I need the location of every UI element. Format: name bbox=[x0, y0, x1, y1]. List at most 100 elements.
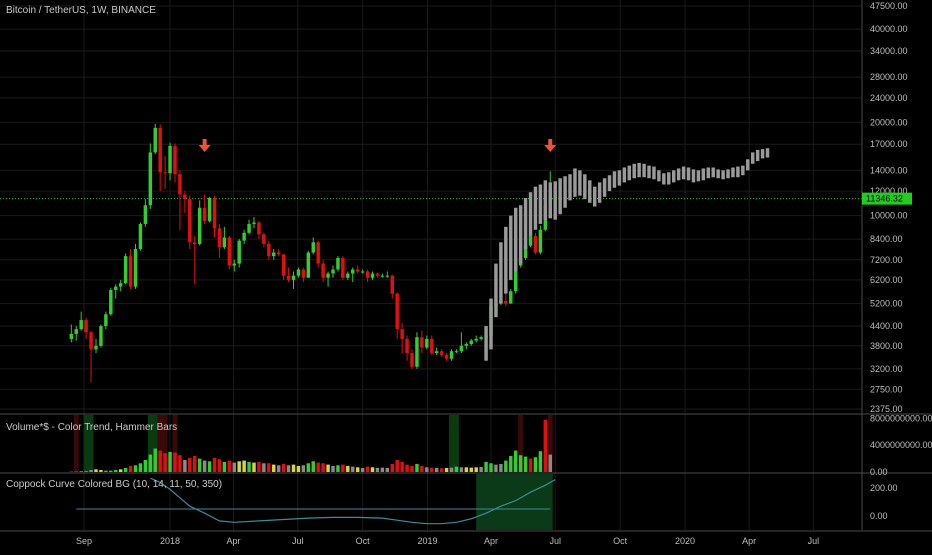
candle-body bbox=[173, 146, 176, 174]
projection-bar bbox=[598, 182, 601, 202]
projection-bar bbox=[756, 150, 759, 161]
projection-bar bbox=[583, 174, 586, 199]
price-tick-label: 47500.00 bbox=[870, 1, 908, 11]
candle-body bbox=[114, 287, 117, 290]
price-tick-label: 6200.00 bbox=[870, 275, 903, 285]
volume-bar bbox=[371, 467, 374, 472]
volume-bar bbox=[529, 459, 532, 472]
candle-body bbox=[104, 314, 107, 326]
projection-bar bbox=[751, 152, 754, 163]
candle-body bbox=[386, 276, 389, 277]
candle-body bbox=[361, 272, 364, 273]
candle-body bbox=[228, 237, 231, 265]
coppock-background bbox=[476, 474, 553, 530]
volume-bar bbox=[139, 463, 142, 472]
volume-bar bbox=[307, 463, 310, 472]
volume-bar bbox=[89, 470, 92, 472]
candle-body bbox=[346, 274, 349, 278]
projection-bar bbox=[534, 187, 537, 230]
projection-bar bbox=[549, 182, 552, 218]
candle-body bbox=[292, 276, 295, 280]
volume-bar bbox=[158, 451, 161, 472]
projection-bar bbox=[731, 167, 734, 177]
price-tick-label: 40000.00 bbox=[870, 24, 908, 34]
candle-body bbox=[341, 258, 344, 278]
projection-bar bbox=[697, 170, 700, 181]
volume-bar bbox=[252, 463, 255, 472]
candle-body bbox=[262, 234, 265, 244]
price-tick-label: 4400.00 bbox=[870, 321, 903, 331]
volume-bar bbox=[178, 455, 181, 472]
projection-bar bbox=[736, 167, 739, 178]
volume-bar bbox=[154, 449, 157, 472]
volume-bar bbox=[237, 461, 240, 472]
current-price-label: 11346.32 bbox=[866, 194, 903, 204]
projection-bar bbox=[702, 168, 705, 180]
volume-bar bbox=[183, 460, 186, 472]
volume-bar bbox=[163, 453, 166, 472]
candle-body bbox=[277, 253, 280, 255]
current-price-tag: 11346.32 bbox=[862, 193, 912, 205]
price-tick-label: 17000.00 bbox=[870, 139, 908, 149]
volume-bar bbox=[277, 465, 280, 472]
volume-bar bbox=[297, 466, 300, 472]
candle-body bbox=[119, 283, 122, 286]
volume-bar bbox=[119, 469, 122, 472]
time-tick-label: Oct bbox=[613, 536, 628, 546]
volume-bar bbox=[435, 468, 438, 472]
volume-indicator-title: Volume*$ - Color Trend, Hammer Bars bbox=[6, 422, 177, 433]
volume-bar bbox=[366, 467, 369, 472]
projection-bar bbox=[707, 167, 710, 178]
projection-bar bbox=[499, 242, 502, 303]
volume-bar bbox=[99, 470, 102, 472]
projection-bar bbox=[568, 174, 571, 200]
volume-bar bbox=[479, 467, 482, 472]
time-tick-label: Jul bbox=[808, 536, 820, 546]
volume-bar bbox=[351, 467, 354, 472]
volume-bar bbox=[312, 461, 315, 472]
projection-bar bbox=[741, 166, 744, 176]
volume-bar bbox=[499, 464, 502, 472]
volume-bar bbox=[356, 467, 359, 472]
candle-body bbox=[94, 346, 97, 350]
candle-body bbox=[326, 274, 329, 278]
volume-bar bbox=[94, 469, 97, 472]
candle-body bbox=[509, 291, 512, 303]
projection-bar bbox=[726, 169, 729, 178]
price-tick-label: 10000.00 bbox=[870, 211, 908, 221]
candle-body bbox=[336, 258, 339, 270]
candle-body bbox=[430, 339, 433, 353]
volume-bar bbox=[104, 471, 107, 472]
time-tick-label: 2020 bbox=[675, 536, 695, 546]
candle-body bbox=[376, 274, 379, 276]
candle-body bbox=[237, 241, 240, 264]
candle-body bbox=[420, 337, 423, 347]
candle-body bbox=[124, 256, 127, 283]
volume-bar bbox=[316, 463, 319, 472]
candle-body bbox=[129, 256, 132, 286]
projection-bar bbox=[721, 170, 724, 179]
candle-body bbox=[395, 294, 398, 330]
volume-bar bbox=[292, 465, 295, 472]
projection-bar bbox=[667, 172, 670, 184]
candle-body bbox=[297, 269, 300, 275]
candle-body bbox=[247, 224, 250, 233]
candle-body bbox=[233, 264, 236, 266]
volume-bar bbox=[450, 468, 453, 472]
volume-bar bbox=[144, 460, 147, 472]
candle-body bbox=[99, 326, 102, 346]
volume-bar bbox=[405, 465, 408, 472]
candle-body bbox=[351, 269, 354, 273]
candle-body bbox=[183, 194, 186, 199]
volume-bar bbox=[272, 465, 275, 472]
volume-bar bbox=[193, 456, 196, 472]
time-tick-label: Sep bbox=[76, 536, 92, 546]
candle-body bbox=[168, 146, 171, 173]
candle-body bbox=[321, 264, 324, 278]
candle-body bbox=[178, 174, 181, 194]
candle-body bbox=[539, 230, 542, 253]
volume-bar bbox=[430, 468, 433, 472]
volume-bar bbox=[218, 459, 221, 472]
candle-body bbox=[425, 339, 428, 348]
